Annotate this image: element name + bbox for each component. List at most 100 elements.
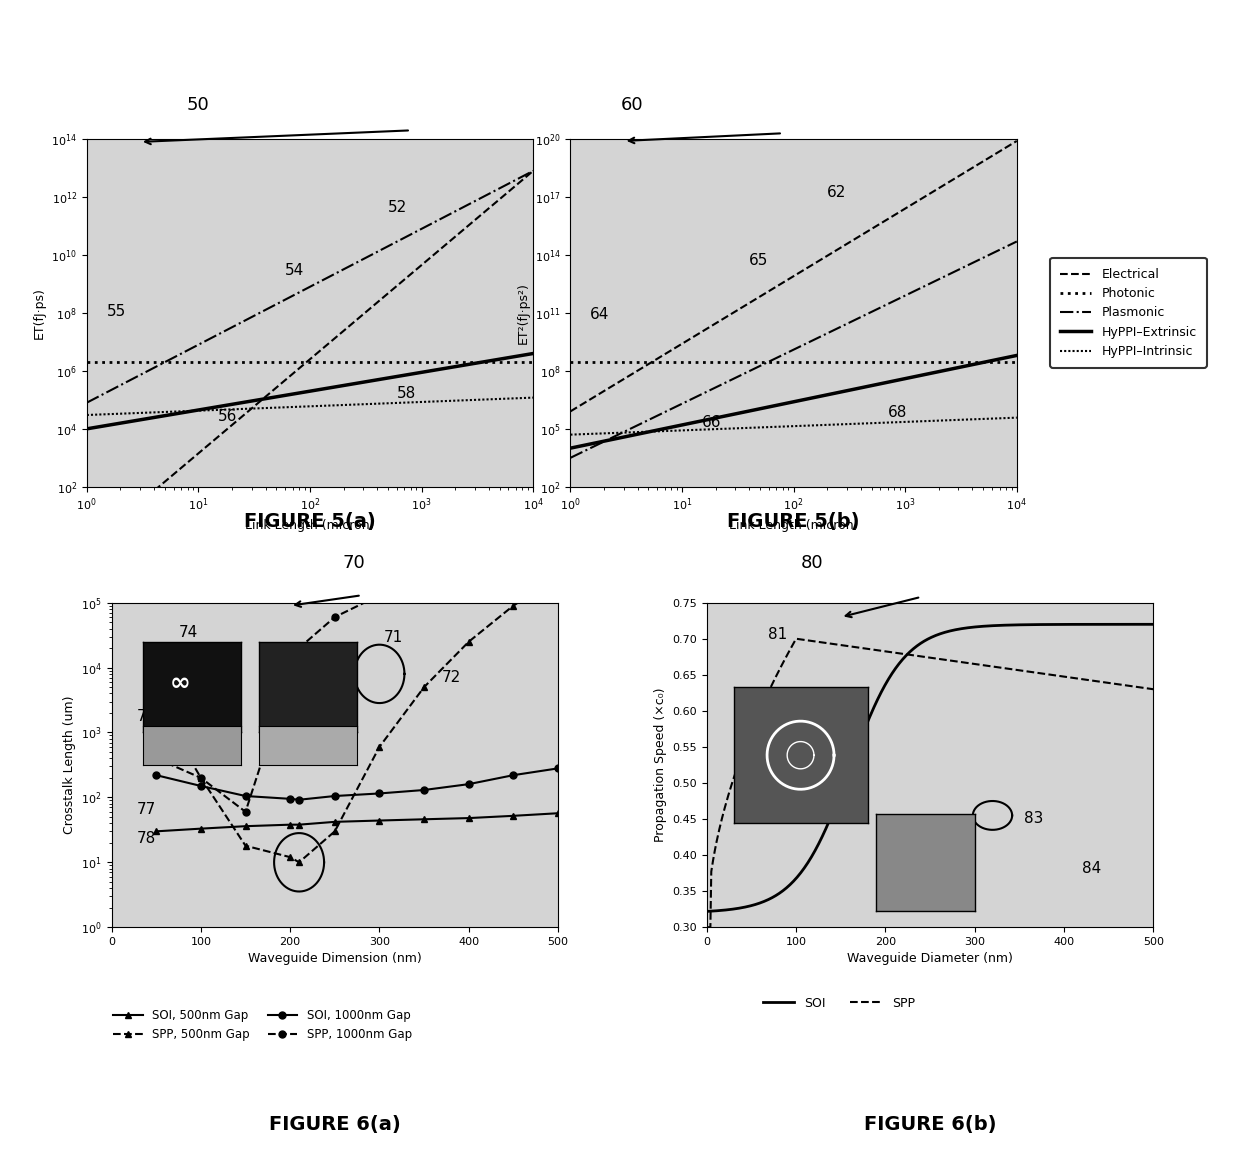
Plasmonic	[828, 322, 843, 336]
HyPPI-Extrinsic	[828, 386, 843, 400]
HyPPI-Intrinsic	[1009, 410, 1024, 424]
SOI, 500nm Gap	[238, 819, 253, 833]
Legend: SOI, SPP: SOI, SPP	[758, 992, 920, 1015]
Plasmonic	[563, 451, 578, 465]
Electrical	[563, 404, 578, 418]
Text: 76: 76	[136, 709, 156, 724]
SPP	[915, 650, 930, 664]
SPP, 1000nm Gap	[461, 545, 476, 559]
SPP, 500nm Gap	[327, 824, 342, 838]
Plasmonic	[998, 240, 1013, 254]
Plasmonic	[929, 274, 944, 287]
SPP, 1000nm Gap	[417, 564, 432, 578]
SOI, 500nm Gap	[291, 818, 306, 832]
Electrical	[929, 183, 944, 197]
SOI, 1000nm Gap	[238, 789, 253, 803]
SOI	[1065, 618, 1080, 632]
SPP, 500nm Gap	[291, 855, 306, 869]
Line: SOI: SOI	[707, 625, 1153, 911]
SPP	[1136, 680, 1151, 694]
Text: 75: 75	[259, 701, 278, 716]
Text: FIGURE 6(b): FIGURE 6(b)	[864, 1115, 996, 1134]
SPP, 500nm Gap	[193, 771, 208, 785]
Text: 78: 78	[136, 831, 156, 846]
Photonic	[929, 355, 944, 369]
SPP	[699, 920, 714, 934]
Text: 81: 81	[768, 627, 786, 642]
Line: SPP: SPP	[707, 639, 1153, 927]
SPP, 500nm Gap	[283, 851, 298, 865]
HyPPI-Extrinsic	[563, 442, 578, 455]
SOI, 500nm Gap	[327, 815, 342, 829]
SOI, 500nm Gap	[193, 822, 208, 836]
Text: 68: 68	[888, 406, 908, 421]
SPP, 1000nm Gap	[372, 589, 387, 603]
Electrical	[805, 258, 820, 272]
Photonic	[563, 355, 578, 369]
Plasmonic	[805, 334, 820, 348]
SOI, 1000nm Gap	[506, 768, 521, 782]
HyPPI-Intrinsic	[929, 414, 944, 428]
SPP, 1000nm Gap	[283, 666, 298, 680]
SOI	[965, 620, 980, 634]
HyPPI-Extrinsic	[929, 365, 944, 379]
SOI, 1000nm Gap	[193, 779, 208, 793]
Text: 54: 54	[285, 263, 305, 278]
SOI, 500nm Gap	[551, 807, 565, 821]
Y-axis label: Crosstalk Length (um): Crosstalk Length (um)	[62, 695, 76, 834]
Text: 82: 82	[823, 721, 842, 736]
Text: 84: 84	[1081, 861, 1101, 876]
Line: SOI, 1000nm Gap: SOI, 1000nm Gap	[153, 765, 562, 803]
SPP	[913, 649, 928, 663]
HyPPI-Extrinsic	[805, 391, 820, 404]
Text: 52: 52	[388, 201, 407, 216]
Text: 58: 58	[397, 386, 417, 401]
Photonic	[777, 355, 792, 369]
SOI, 500nm Gap	[149, 824, 164, 838]
SOI, 500nm Gap	[506, 809, 521, 823]
SOI, 500nm Gap	[461, 811, 476, 825]
Photonic	[775, 355, 790, 369]
HyPPI-Intrinsic	[828, 417, 843, 431]
SPP, 1000nm Gap	[551, 526, 565, 540]
Photonic	[828, 355, 843, 369]
SPP	[966, 657, 981, 671]
SPP	[1066, 671, 1081, 685]
SOI, 1000nm Gap	[327, 789, 342, 803]
SPP, 1000nm Gap	[291, 641, 306, 655]
SPP, 1000nm Gap	[327, 610, 342, 624]
SPP, 1000nm Gap	[506, 534, 521, 548]
SOI, 1000nm Gap	[461, 778, 476, 792]
SOI	[911, 637, 926, 651]
Text: 77: 77	[136, 802, 156, 817]
HyPPI-Extrinsic	[1009, 349, 1024, 363]
SOI, 500nm Gap	[283, 818, 298, 832]
SOI	[914, 636, 929, 650]
SPP	[789, 632, 804, 646]
SOI	[941, 625, 956, 639]
SOI	[1146, 618, 1161, 632]
SOI, 1000nm Gap	[551, 761, 565, 775]
Electrical	[998, 140, 1013, 154]
SPP, 1000nm Gap	[238, 804, 253, 818]
Plasmonic	[777, 347, 792, 360]
X-axis label: Link Length (micron): Link Length (micron)	[246, 519, 374, 532]
Electrical	[828, 243, 843, 257]
SPP	[1146, 683, 1161, 697]
SPP, 500nm Gap	[372, 739, 387, 753]
X-axis label: Waveguide Dimension (nm): Waveguide Dimension (nm)	[248, 953, 422, 965]
SOI, 1000nm Gap	[283, 792, 298, 806]
Text: 65: 65	[749, 253, 769, 268]
Y-axis label: Propagation Speed (×c₀): Propagation Speed (×c₀)	[653, 687, 667, 843]
HyPPI-Intrinsic	[563, 428, 578, 442]
SPP, 1000nm Gap	[149, 751, 164, 765]
SPP, 500nm Gap	[506, 599, 521, 613]
Line: HyPPI-Extrinsic: HyPPI-Extrinsic	[570, 356, 1017, 449]
HyPPI-Intrinsic	[777, 420, 792, 433]
Text: 83: 83	[1024, 810, 1043, 825]
Line: SOI, 500nm Gap: SOI, 500nm Gap	[153, 810, 562, 834]
Text: FIGURE 5(a): FIGURE 5(a)	[244, 512, 376, 531]
Photonic	[1009, 355, 1024, 369]
HyPPI-Intrinsic	[805, 418, 820, 432]
X-axis label: Link Length (micron): Link Length (micron)	[729, 519, 858, 532]
